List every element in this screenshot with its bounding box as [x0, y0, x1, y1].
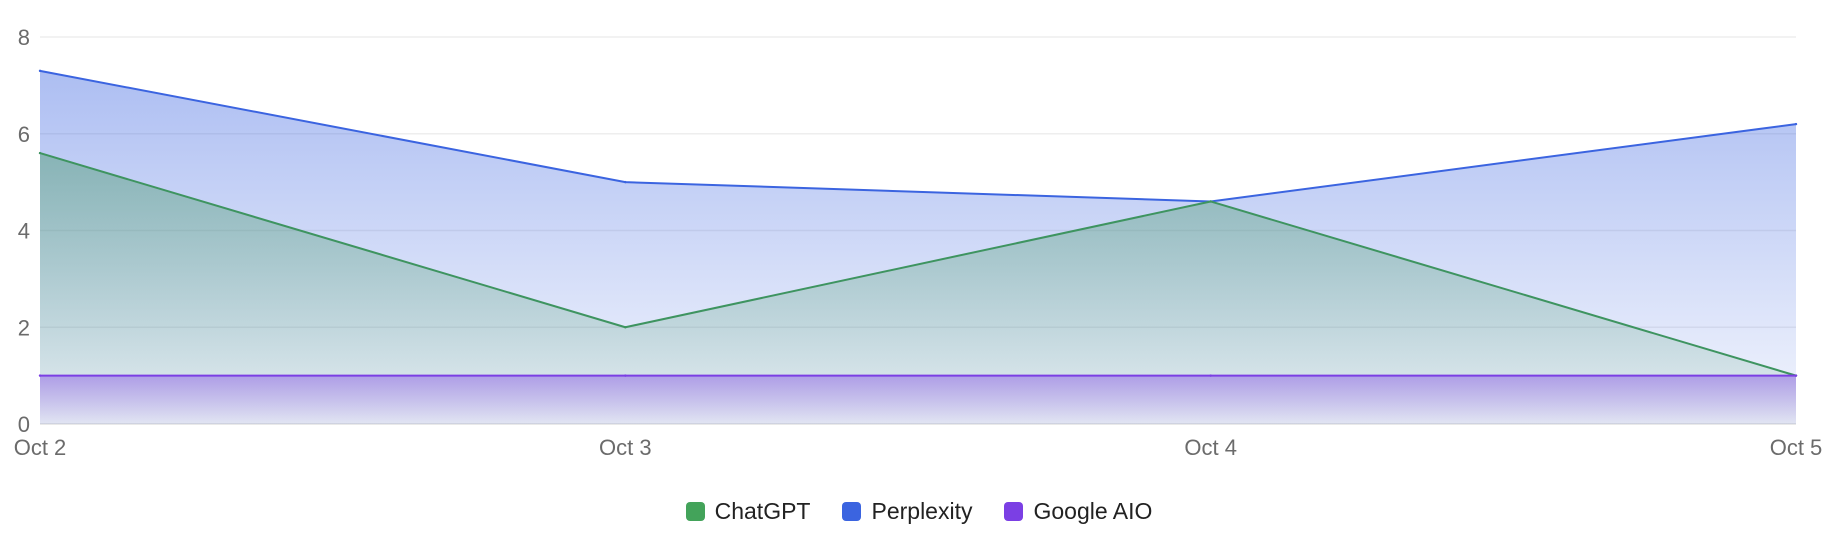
area-chart: 0 2 4 6 8 Oct 2 Oct 3 Oct 4 Oct 5	[14, 25, 1823, 460]
x-tick-label-oct-3: Oct 3	[599, 435, 652, 460]
point-perplexity-oct-5[interactable]	[1794, 122, 1798, 126]
legend-item-perplexity[interactable]: Perplexity	[842, 498, 972, 525]
point-chatgpt-oct-4[interactable]	[1209, 200, 1212, 203]
x-tick-label-oct-4: Oct 4	[1184, 435, 1237, 460]
point-perplexity-oct-2[interactable]	[38, 69, 42, 73]
y-tick-label-6: 6	[18, 122, 30, 147]
series-areas	[40, 70, 1796, 425]
x-tick-label-oct-5: Oct 5	[1770, 435, 1823, 460]
y-tick-label-4: 4	[18, 219, 30, 244]
point-chatgpt-oct-3[interactable]	[624, 326, 627, 329]
area-google-aio	[40, 375, 1796, 424]
y-tick-label-0: 0	[18, 412, 30, 437]
y-tick-label-2: 2	[18, 315, 30, 340]
area-chatgpt	[40, 153, 1796, 424]
series-lines	[38, 69, 1798, 377]
legend-label-perplexity: Perplexity	[871, 498, 973, 524]
legend-item-google-aio[interactable]: Google AIO	[1004, 498, 1152, 525]
y-tick-label-8: 8	[18, 25, 30, 50]
point-google-aio-oct-4[interactable]	[1209, 374, 1212, 377]
legend-swatch-chatgpt	[685, 502, 705, 521]
legend-label-google-aio: Google AIO	[1033, 498, 1153, 524]
legend-swatch-perplexity	[842, 502, 862, 521]
x-tick-label-oct-2: Oct 2	[14, 435, 67, 460]
line-chatgpt	[39, 152, 1797, 377]
point-google-aio-oct-5[interactable]	[1794, 374, 1798, 377]
x-axis: Oct 2 Oct 3 Oct 4 Oct 5	[14, 435, 1823, 460]
point-chatgpt-oct-2[interactable]	[38, 151, 42, 155]
point-google-aio-oct-3[interactable]	[624, 374, 627, 377]
point-perplexity-oct-3[interactable]	[624, 180, 627, 184]
line-perplexity	[39, 69, 1797, 203]
legend-label-chatgpt: ChatGPT	[714, 498, 811, 524]
y-axis: 0 2 4 6 8	[18, 25, 30, 437]
legend-item-chatgpt[interactable]: ChatGPT	[685, 498, 811, 525]
legend-swatch-google-aio	[1004, 502, 1024, 521]
legend: ChatGPT Perplexity Google AIO	[0, 498, 1838, 525]
point-google-aio-oct-2[interactable]	[38, 374, 42, 377]
